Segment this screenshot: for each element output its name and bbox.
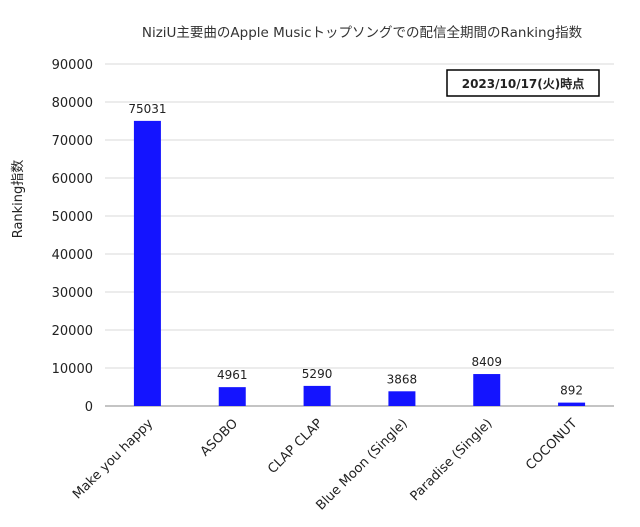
- data-label: 75031: [128, 102, 166, 116]
- y-tick-label: 50000: [52, 210, 93, 225]
- chart-title: NiziU主要曲のApple Musicトップソングでの配信全期間のRankin…: [142, 24, 583, 41]
- bar: [133, 120, 161, 406]
- data-label: 4961: [217, 368, 248, 382]
- data-labels: 75031 4961 5290 3868 8409 892: [128, 102, 583, 398]
- date-annotation: 2023/10/17(火)時点: [446, 69, 600, 97]
- y-tick-label: 80000: [52, 96, 93, 111]
- x-tick-label: Paradise (Single): [408, 416, 496, 504]
- data-label: 3868: [387, 372, 418, 386]
- data-label: 8409: [471, 355, 502, 369]
- y-tick-label: 40000: [52, 248, 93, 263]
- data-label: 892: [560, 384, 583, 398]
- y-tick-labels: 0 10000 20000 30000 40000 50000 60000 70000 8000…: [52, 58, 93, 415]
- x-tick-label: CLAP CLAP: [265, 416, 326, 477]
- x-tick-label: COCONUT: [523, 416, 580, 473]
- bar: [473, 374, 501, 406]
- y-tick-label: 10000: [52, 362, 93, 377]
- y-tick-label: 70000: [52, 134, 93, 149]
- y-tick-label: 20000: [52, 324, 93, 339]
- x-tick-label: Make you happy: [70, 416, 156, 502]
- data-label: 5290: [302, 367, 333, 381]
- date-annotation-text: 2023/10/17(火)時点: [462, 76, 585, 91]
- y-tick-label: 90000: [52, 58, 93, 73]
- y-tick-label: 60000: [52, 172, 93, 187]
- bar: [303, 385, 331, 406]
- bar: [218, 387, 246, 406]
- gridlines: [105, 63, 614, 407]
- bar: [388, 391, 416, 406]
- y-axis-label: Ranking指数: [11, 160, 26, 239]
- y-tick-label: 30000: [52, 286, 93, 301]
- x-tick-label: ASOBO: [198, 416, 241, 459]
- x-tick-label: Blue Moon (Single): [314, 416, 411, 513]
- y-tick-label: 0: [85, 400, 93, 415]
- bars: [133, 120, 586, 406]
- bar: [558, 402, 586, 406]
